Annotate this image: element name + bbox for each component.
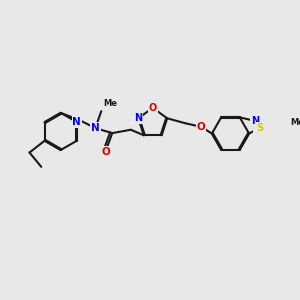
Text: O: O — [148, 103, 157, 113]
Text: O: O — [101, 147, 110, 157]
Text: N: N — [134, 113, 142, 123]
Text: N: N — [91, 123, 100, 133]
Text: Me: Me — [290, 118, 300, 127]
Text: O: O — [196, 122, 205, 132]
Text: Me: Me — [103, 99, 117, 108]
Text: N: N — [251, 116, 260, 126]
Text: S: S — [256, 123, 263, 133]
Text: N: N — [73, 117, 81, 127]
